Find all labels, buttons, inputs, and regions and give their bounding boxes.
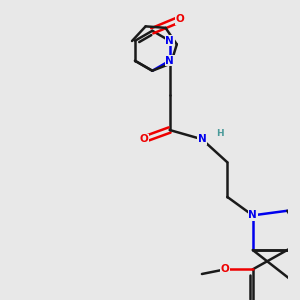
Text: N: N	[248, 210, 257, 220]
Text: N: N	[165, 56, 174, 66]
Text: O: O	[140, 134, 148, 144]
Text: O: O	[220, 264, 230, 274]
Text: O: O	[176, 14, 184, 24]
Text: N: N	[197, 134, 206, 144]
Text: N: N	[165, 36, 174, 46]
Text: H: H	[216, 129, 223, 138]
